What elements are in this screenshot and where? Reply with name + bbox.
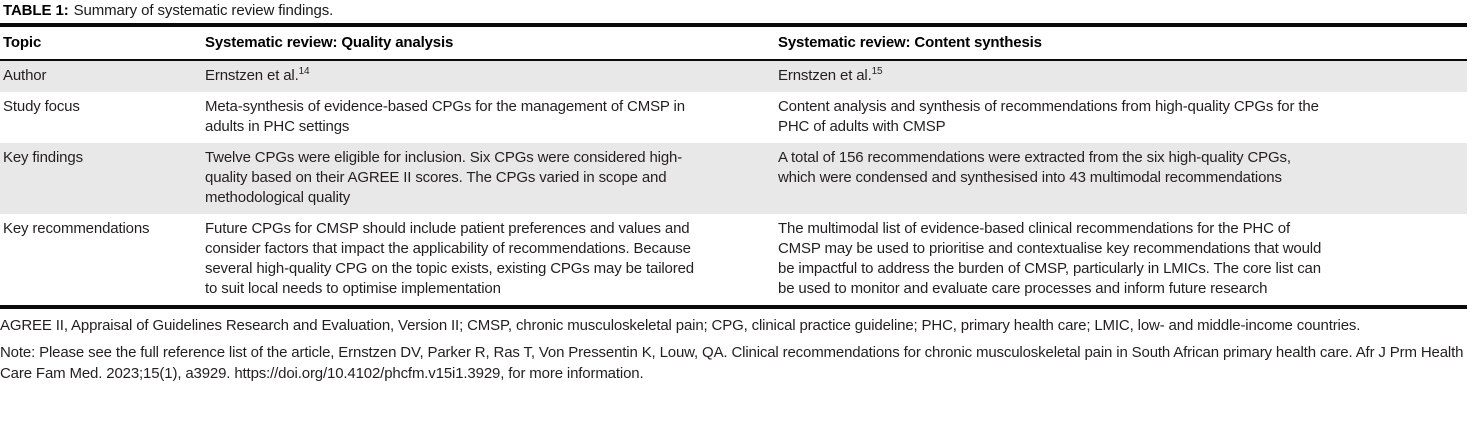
- cell-key-findings-content: A total of 156 recommendations were extr…: [778, 143, 1467, 214]
- abbreviations-footnote: AGREE II, Appraisal of Guidelines Resear…: [0, 317, 1361, 334]
- table-row-key-recommendations: Key recommendations Future CPGs for CMSP…: [0, 214, 1467, 309]
- row-label-author: Author: [0, 60, 205, 92]
- citation-superscript-15: 15: [871, 66, 883, 77]
- paper-table-figure: TABLE 1: Summary of systematic review fin…: [0, 0, 1475, 384]
- table-number-label: TABLE 1:: [3, 2, 69, 19]
- row-label-key-recommendations: Key recommendations: [0, 214, 205, 309]
- row-label-key-findings: Key findings: [0, 143, 205, 214]
- table-caption: TABLE 1: Summary of systematic review fin…: [0, 0, 1475, 23]
- table-footnotes: AGREE II, Appraisal of Guidelines Resear…: [0, 315, 1475, 384]
- table-row-study-focus: Study focus Meta-synthesis of evidence-b…: [0, 92, 1467, 143]
- cell-author-quality: Ernstzen et al.14: [205, 60, 778, 92]
- table-caption-text: Summary of systematic review findings.: [73, 2, 334, 19]
- cell-key-findings-quality: Twelve CPGs were eligible for inclusion.…: [205, 143, 778, 214]
- column-header-topic: Topic: [0, 27, 205, 61]
- column-header-quality-analysis: Systematic review: Quality analysis: [205, 27, 778, 61]
- table-row-key-findings: Key findings Twelve CPGs were eligible f…: [0, 143, 1467, 214]
- cell-key-recommendations-quality: Future CPGs for CMSP should include pati…: [205, 214, 778, 309]
- author-citation-content: Ernstzen et al.: [778, 67, 872, 84]
- column-header-content-synthesis: Systematic review: Content synthesis: [778, 27, 1467, 61]
- citation-superscript-14: 14: [298, 66, 310, 77]
- top-rule: [0, 23, 1467, 27]
- cell-author-content: Ernstzen et al.15: [778, 60, 1467, 92]
- table-row-author: Author Ernstzen et al.14 Ernstzen et al.…: [0, 60, 1467, 92]
- cell-study-focus-content: Content analysis and synthesis of recomm…: [778, 98, 1319, 135]
- reference-note: Note: Please see the full reference list…: [0, 344, 1464, 382]
- author-citation-quality: Ernstzen et al.: [205, 67, 299, 84]
- systematic-review-table: Topic Systematic review: Quality analysi…: [0, 27, 1467, 309]
- cell-key-recommendations-content: The multimodal list of evidence-based cl…: [778, 214, 1467, 309]
- cell-study-focus-quality: Meta-synthesis of evidence-based CPGs fo…: [205, 98, 685, 135]
- row-label-study-focus: Study focus: [3, 98, 80, 115]
- table-header-row: Topic Systematic review: Quality analysi…: [0, 27, 1467, 61]
